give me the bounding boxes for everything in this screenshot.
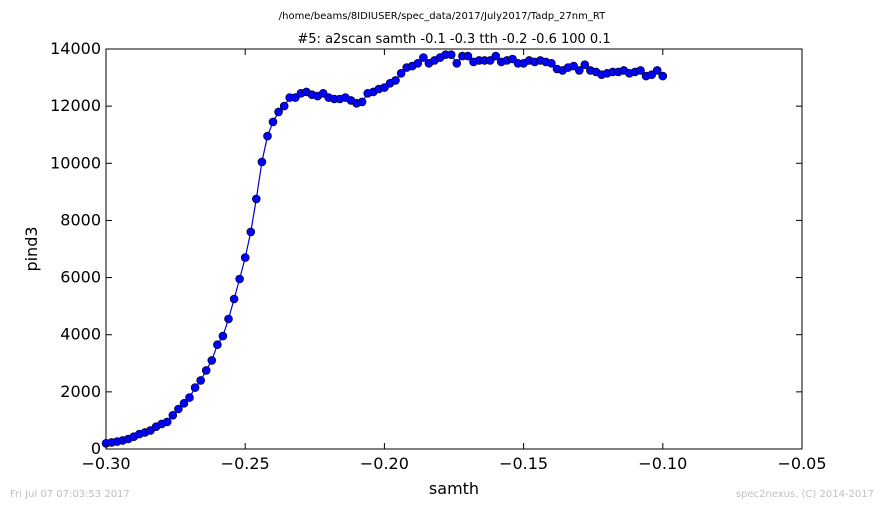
x-tick-label: −0.25 xyxy=(221,454,270,473)
data-point xyxy=(491,51,501,61)
data-point xyxy=(446,50,456,60)
data-point xyxy=(179,398,189,408)
data-point xyxy=(168,410,178,420)
data-point xyxy=(580,60,590,69)
y-tick-label: 10000 xyxy=(50,153,101,172)
data-point xyxy=(396,69,406,78)
data-point xyxy=(636,66,645,75)
data-point xyxy=(174,404,183,414)
data-point xyxy=(229,294,239,304)
data-point xyxy=(257,157,267,167)
data-point xyxy=(251,194,261,204)
data-point xyxy=(235,274,244,284)
y-tick-label: 12000 xyxy=(50,96,101,115)
y-axis-label: pind3 xyxy=(22,226,41,271)
y-tick-label: 14000 xyxy=(50,39,101,58)
data-point xyxy=(201,366,211,375)
data-point xyxy=(357,97,367,107)
data-point xyxy=(162,417,172,427)
data-point xyxy=(218,331,228,341)
data-point xyxy=(391,76,400,85)
data-point xyxy=(224,314,233,324)
x-axis-label: samth xyxy=(429,479,479,498)
x-axis: −0.30 −0.25 −0.20 −0.15 −0.10 −0.05 xyxy=(81,49,827,473)
x-tick-label: −0.30 xyxy=(81,454,130,473)
data-point xyxy=(279,101,289,111)
y-axis: 0 2000 4000 6000 8000 10000 12000 14000 xyxy=(50,39,802,458)
plot-area: −0.30 −0.25 −0.20 −0.15 −0.10 −0.05 0 2000 4000… xyxy=(50,39,826,473)
data-point xyxy=(274,107,283,117)
y-tick-label: 0 xyxy=(91,439,101,458)
footer-timestamp: Fri Jul 07 07:03:53 2017 xyxy=(10,489,130,500)
chart-suptitle: /home/beams/8IDIUSER/spec_data/2017/July… xyxy=(279,11,606,22)
data-point xyxy=(658,71,668,81)
data-point xyxy=(207,356,217,365)
chart-title: #5: a2scan samth -0.1 -0.3 tth -0.2 -0.6… xyxy=(297,32,610,47)
y-tick-label: 4000 xyxy=(60,325,101,344)
x-tick-label: −0.10 xyxy=(638,454,687,473)
data-point xyxy=(268,117,278,127)
data-point xyxy=(185,393,194,402)
data-point xyxy=(463,51,473,61)
data-point xyxy=(452,58,462,68)
data-point xyxy=(213,340,222,350)
data-point xyxy=(240,253,250,262)
x-tick-label: −0.15 xyxy=(499,454,548,473)
footer-credit: spec2nexus, (C) 2014-2017 xyxy=(735,489,874,500)
data-point xyxy=(413,58,423,68)
plot-frame xyxy=(105,48,803,450)
data-point xyxy=(196,376,205,385)
data-point xyxy=(547,58,556,68)
data-point xyxy=(246,227,256,237)
x-tick-label: −0.05 xyxy=(777,454,826,473)
data-point xyxy=(263,131,272,141)
x-tick-label: −0.20 xyxy=(360,454,409,473)
data-point xyxy=(574,66,584,75)
y-tick-label: 2000 xyxy=(60,382,101,401)
y-tick-label: 8000 xyxy=(60,210,101,229)
data-point xyxy=(419,53,428,62)
y-tick-label: 6000 xyxy=(60,268,101,287)
data-layer xyxy=(101,50,668,448)
data-point xyxy=(190,383,200,392)
data-point xyxy=(652,66,662,75)
